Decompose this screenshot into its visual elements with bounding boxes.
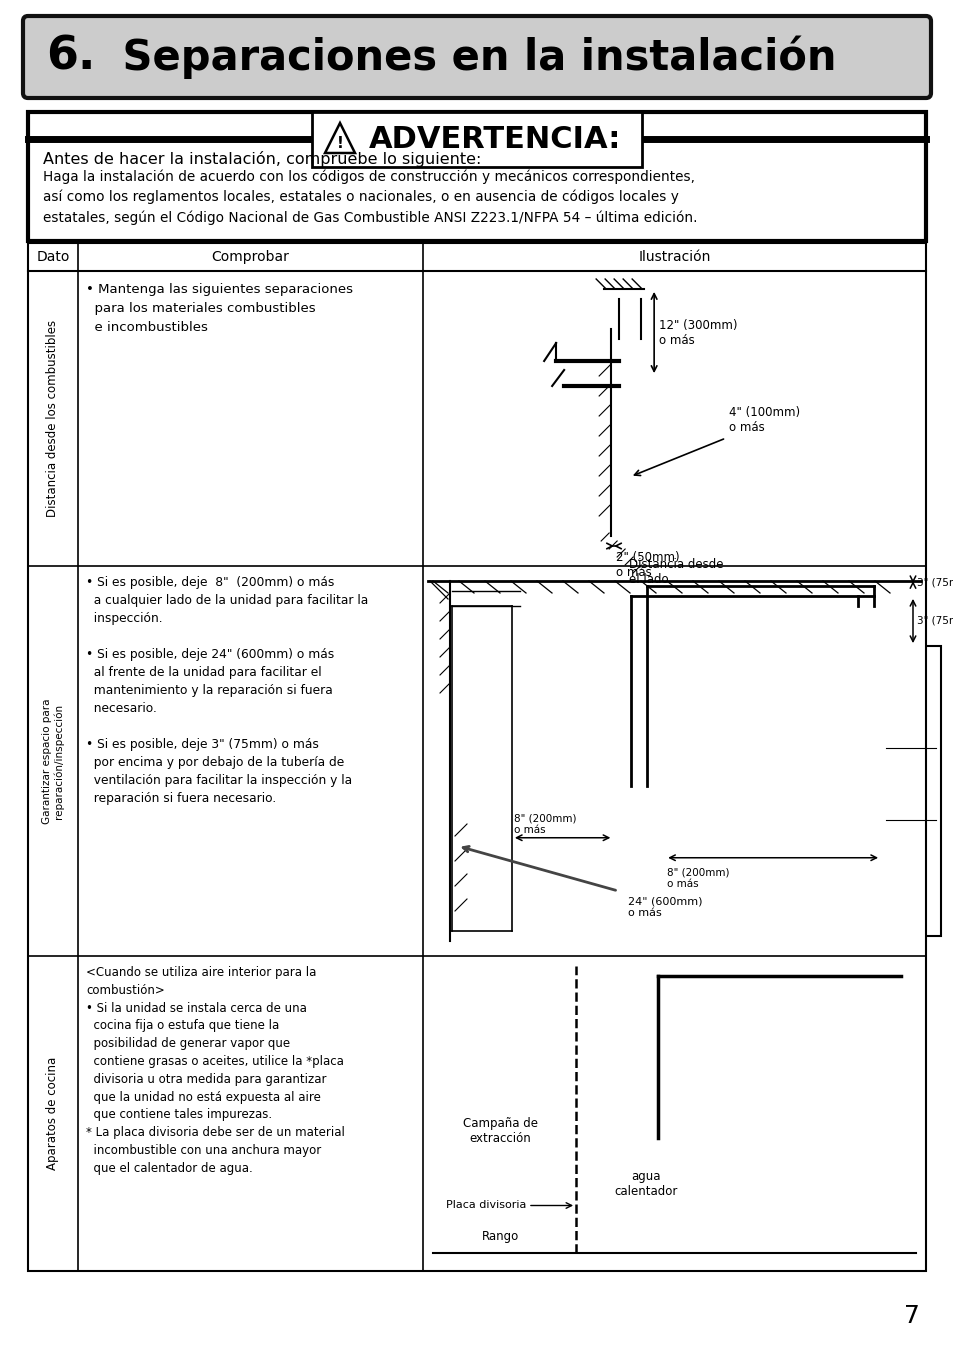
Text: Aparatos de cocina: Aparatos de cocina [47,1056,59,1170]
Text: Distancia desde
el lado: Distancia desde el lado [628,558,723,586]
Text: 4" (100mm)
o más: 4" (100mm) o más [728,407,800,434]
Bar [442,1178,558,1252]
Text: Distancia desde los combustibles: Distancia desde los combustibles [47,320,59,517]
Bar [312,112,641,166]
Text: Comprobar: Comprobar [212,250,289,263]
Text: 24" (600mm)
o más: 24" (600mm) o más [628,896,702,917]
Text: 8" (200mm)
o más: 8" (200mm) o más [514,813,576,835]
Text: Haga la instalación de acuerdo con los códigos de construcción y mecánicos corre: Haga la instalación de acuerdo con los c… [43,169,697,226]
Text: ADVERTENCIA:: ADVERTENCIA: [369,124,620,154]
Text: Garantizar espacio para
reparación/inspección: Garantizar espacio para reparación/inspe… [42,698,64,824]
Text: 6.: 6. [46,35,95,80]
Text: Placa divisoria: Placa divisoria [445,1201,525,1210]
Text: 8" (200mm)
o más: 8" (200mm) o más [666,867,729,889]
Bar [28,112,925,240]
Text: 12" (300mm)
o más: 12" (300mm) o más [659,319,737,346]
Bar [614,376,645,531]
FancyBboxPatch shape [23,16,930,99]
Bar [880,646,940,936]
Text: Campaña de
extracción: Campaña de extracción [462,1116,537,1144]
Text: Separaciones en la instalación: Separaciones en la instalación [108,35,836,78]
Bar [28,243,925,1271]
Bar [448,1108,553,1163]
Text: agua
calentador: agua calentador [614,1170,677,1198]
Text: Dato: Dato [36,250,70,263]
Bar [900,969,906,984]
Text: • Si es posible, deje  8"  (200mm) o más
  a cualquier lado de la unidad para fa: • Si es posible, deje 8" (200mm) o más a… [86,576,368,805]
Text: 3" (75mm) o más: 3" (75mm) o más [916,578,953,589]
Bar [605,1138,685,1252]
Text: 7: 7 [903,1304,919,1328]
Bar [617,289,642,299]
Text: 2" (50mm)
o más: 2" (50mm) o más [616,551,679,580]
Bar [611,334,628,369]
Text: !: ! [336,136,343,151]
Bar [613,786,664,901]
Text: Rango: Rango [481,1229,518,1243]
Text: 3" (75mm) o más: 3" (75mm) o más [916,616,953,626]
Text: Antes de hacer la instalación, compruebe lo siguiente:: Antes de hacer la instalación, compruebe… [43,151,481,168]
Polygon shape [325,123,355,153]
Text: Ilustración: Ilustración [638,250,710,263]
Text: • Mantenga las siguientes separaciones
  para los materiales combustibles
  e in: • Mantenga las siguientes separaciones p… [86,282,353,334]
Bar [419,846,495,942]
Text: <Cuando se utiliza aire interior para la
combustión>
• Si la unidad se instala c: <Cuando se utiliza aire interior para la… [86,966,345,1175]
